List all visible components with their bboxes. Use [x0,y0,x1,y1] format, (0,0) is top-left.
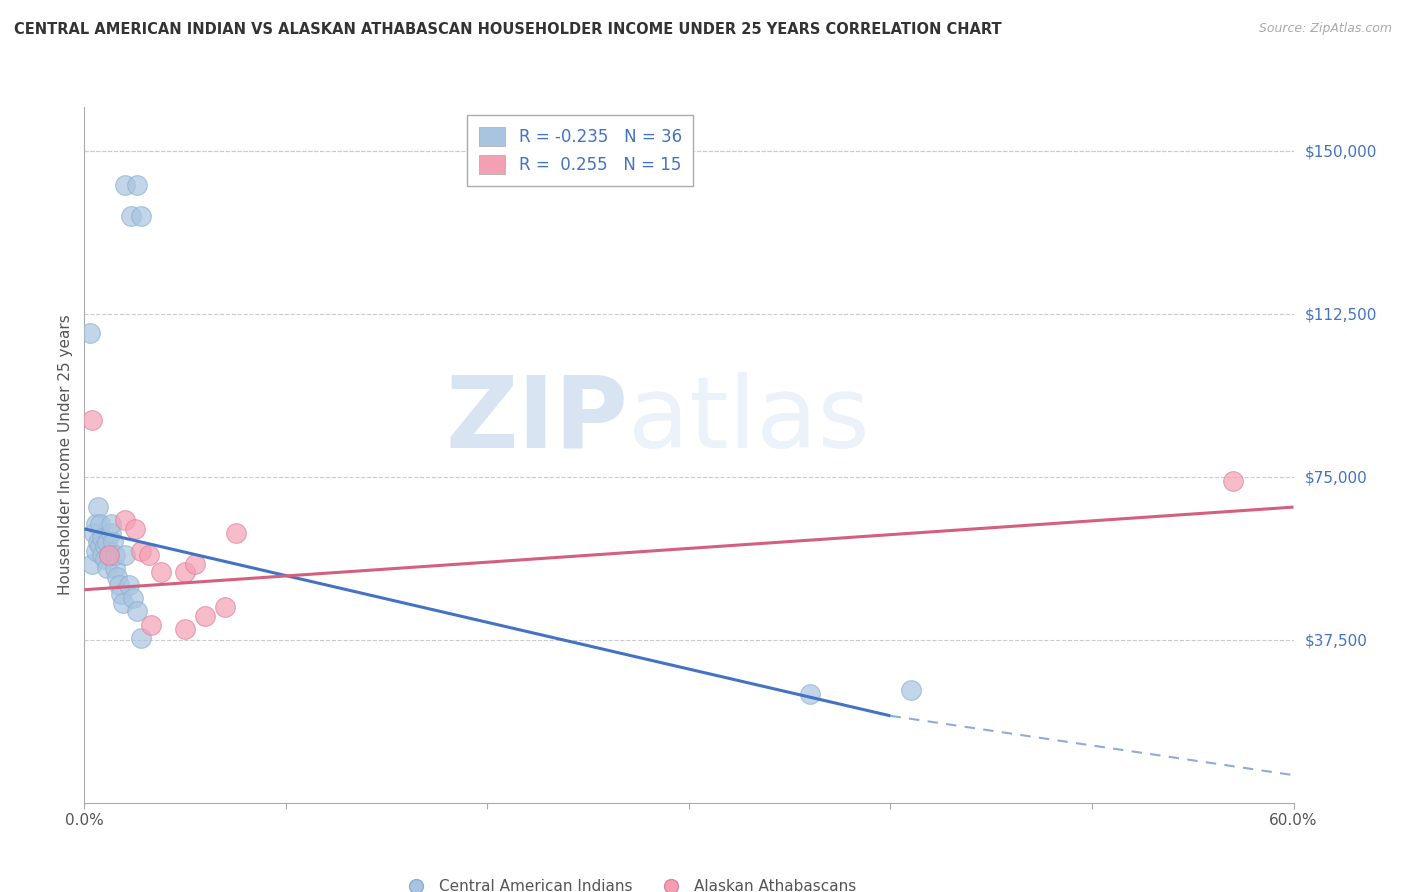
Point [114,178,136,193]
Point [174,566,197,580]
Text: Source: ZipAtlas.com: Source: ZipAtlas.com [1258,22,1392,36]
Point [82,557,104,571]
Point [139,617,162,632]
Point [118,578,141,592]
Point [105,570,128,584]
Point [100,526,122,541]
Point [86,543,108,558]
Point [174,622,197,636]
Point [110,587,132,601]
Point [93,552,115,566]
Point [96,561,118,575]
Point [83,526,105,541]
Point [111,596,134,610]
Point [194,608,217,623]
Point [97,548,120,562]
Point [87,500,110,514]
Point [100,517,122,532]
Point [138,548,160,562]
Point [184,557,207,571]
Point [121,591,143,606]
Text: CENTRAL AMERICAN INDIAN VS ALASKAN ATHABASCAN HOUSEHOLDER INCOME UNDER 25 YEARS : CENTRAL AMERICAN INDIAN VS ALASKAN ATHAB… [14,22,1001,37]
Legend: Central American Indians, Alaskan Athabascans: Central American Indians, Alaskan Athaba… [395,873,862,892]
Point [91,531,114,545]
Point [91,548,114,562]
Point [89,517,111,532]
Point [89,539,111,553]
Point [114,513,136,527]
Point [125,178,148,193]
Point [104,548,127,562]
Text: ZIP: ZIP [446,372,628,468]
Point [225,526,247,541]
Point [101,535,124,549]
Point [900,682,922,697]
Point [799,687,821,701]
Point [107,578,129,592]
Point [104,561,127,575]
Text: atlas: atlas [628,372,870,468]
Point [114,548,136,562]
Y-axis label: Householder Income Under 25 years: Householder Income Under 25 years [58,315,73,595]
Point [125,605,148,619]
Point [1222,474,1244,488]
Point [82,413,104,427]
Point [149,566,172,580]
Point [129,209,152,223]
Point [93,539,115,553]
Point [96,535,118,549]
Point [129,543,152,558]
Point [86,517,108,532]
Point [87,535,110,549]
Point [214,600,236,615]
Point [79,326,101,341]
Point [129,631,152,645]
Point [120,209,142,223]
Point [124,522,146,536]
Point [97,548,120,562]
